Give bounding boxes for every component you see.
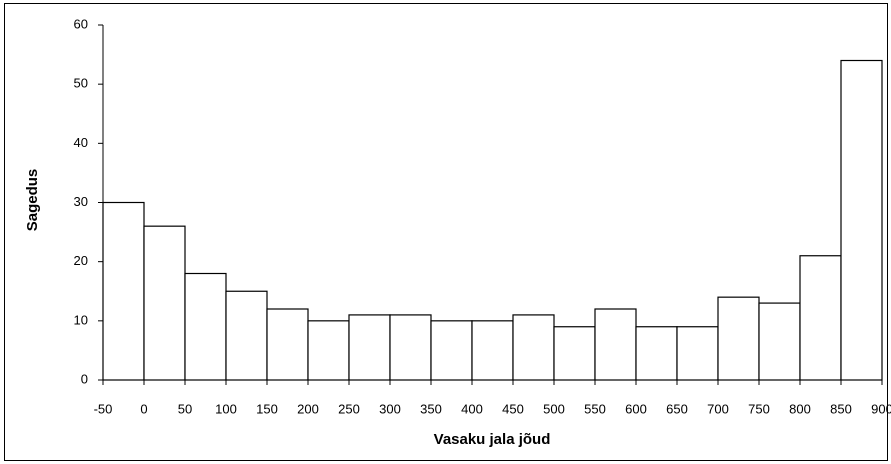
bar — [266, 308, 309, 381]
x-tick-label: 700 — [707, 401, 729, 416]
bar — [184, 272, 227, 381]
x-tick-label: 150 — [256, 401, 278, 416]
x-tick-label: 400 — [461, 401, 483, 416]
y-tick-label: 20 — [74, 253, 88, 268]
bar — [307, 320, 350, 381]
x-tick-label: 350 — [420, 401, 442, 416]
y-tick-label: 10 — [74, 312, 88, 327]
bar — [348, 314, 391, 381]
bar — [430, 320, 473, 381]
x-tick-label: 450 — [502, 401, 524, 416]
chart-frame — [4, 3, 888, 461]
bar — [225, 290, 268, 381]
bar — [512, 314, 555, 381]
y-tick-label: 60 — [74, 16, 88, 31]
x-tick-label: 250 — [338, 401, 360, 416]
y-axis-title: Sagedus — [24, 169, 41, 232]
y-tick-label: 50 — [74, 76, 88, 91]
bar — [635, 326, 678, 381]
x-tick-label: 550 — [584, 401, 606, 416]
bar — [389, 314, 432, 381]
x-axis-title: Vasaku jala jõud — [434, 431, 551, 448]
x-tick-label: 650 — [666, 401, 688, 416]
x-tick-label: 600 — [625, 401, 647, 416]
x-tick-label: 900 — [871, 401, 891, 416]
bar — [594, 308, 637, 381]
x-tick-label: 200 — [297, 401, 319, 416]
bar — [717, 296, 760, 381]
x-tick-label: 300 — [379, 401, 401, 416]
x-tick-label: 50 — [178, 401, 192, 416]
bar — [758, 302, 801, 381]
bar — [676, 326, 719, 381]
bar — [799, 255, 842, 381]
bar — [102, 201, 145, 381]
bar — [840, 59, 883, 381]
x-tick-label: 800 — [789, 401, 811, 416]
y-tick-label: 40 — [74, 135, 88, 150]
x-tick-label: -50 — [94, 401, 113, 416]
x-tick-label: 500 — [543, 401, 565, 416]
x-tick-label: 0 — [140, 401, 147, 416]
x-tick-label: 100 — [215, 401, 237, 416]
bar — [471, 320, 514, 381]
x-tick-label: 850 — [830, 401, 852, 416]
bar — [553, 326, 596, 381]
bar — [143, 225, 186, 381]
x-tick-label: 750 — [748, 401, 770, 416]
y-tick-label: 30 — [74, 194, 88, 209]
y-tick-label: 0 — [81, 371, 88, 386]
